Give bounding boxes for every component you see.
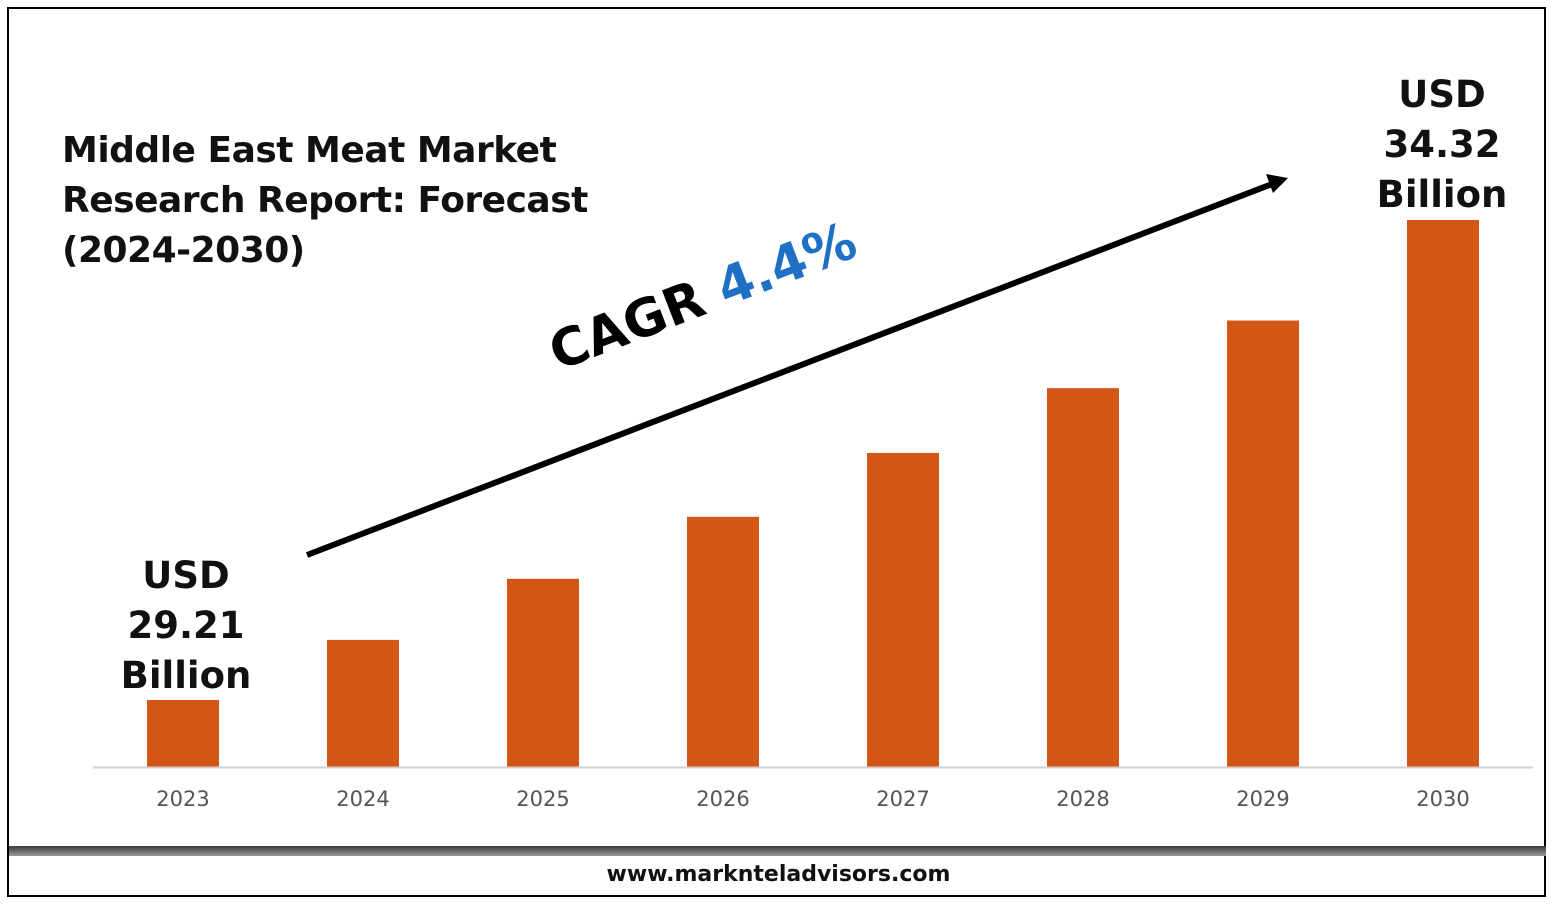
end-callout-currency: USD	[1398, 73, 1486, 116]
x-tick-label-2024: 2024	[336, 787, 389, 811]
footer-bar	[9, 846, 1546, 856]
bar-2026	[687, 516, 759, 767]
end-value-callout: USD 34.32 Billion	[1342, 70, 1542, 220]
bar-2028	[1047, 388, 1119, 767]
x-tick-label-2026: 2026	[696, 787, 749, 811]
start-callout-value: 29.21	[127, 604, 245, 647]
chart-title-line-2: Research Report: Forecast	[62, 180, 588, 221]
x-tick-label-2029: 2029	[1236, 787, 1289, 811]
start-value-callout: USD 29.21 Billion	[86, 551, 286, 701]
start-callout-unit: Billion	[120, 654, 252, 697]
chart-title-line-1: Middle East Meat Market	[62, 130, 557, 171]
bar-2024	[327, 639, 399, 767]
x-tick-labels: 2023 2024 2025 2026 2027 2028 2029 2030	[156, 787, 1469, 811]
end-callout-unit: Billion	[1376, 173, 1508, 216]
bar-2027	[867, 452, 939, 767]
trend-arrow	[305, 174, 1288, 558]
x-tick-label-2028: 2028	[1056, 787, 1109, 811]
bar-2029	[1227, 320, 1299, 767]
footer-website: www.marknteladvisors.com	[606, 862, 951, 887]
start-callout-currency: USD	[142, 554, 230, 597]
bar-2025	[507, 578, 579, 767]
chart-title-line-3: (2024-2030)	[62, 230, 305, 271]
x-tick-label-2030: 2030	[1416, 787, 1469, 811]
x-tick-label-2023: 2023	[156, 787, 209, 811]
end-callout-value: 34.32	[1383, 123, 1501, 166]
x-tick-label-2025: 2025	[516, 787, 569, 811]
bar-2023	[147, 700, 219, 767]
x-tick-label-2027: 2027	[876, 787, 929, 811]
bar-2030	[1407, 220, 1479, 767]
bars-group	[147, 220, 1479, 767]
